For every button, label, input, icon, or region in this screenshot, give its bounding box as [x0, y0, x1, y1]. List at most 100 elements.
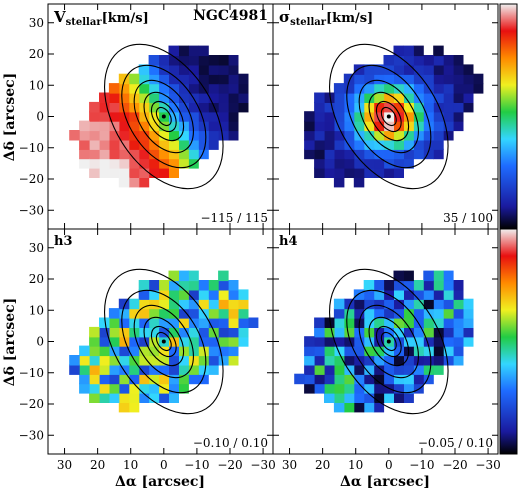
- map-bin: [433, 308, 444, 319]
- map-bin: [99, 326, 110, 338]
- map-bin: [208, 345, 219, 357]
- map-bin: [314, 158, 325, 169]
- map-bin: [138, 120, 150, 132]
- y-tick-label: 0: [36, 335, 44, 349]
- map-bin: [238, 289, 249, 300]
- map-bin: [403, 92, 414, 103]
- flux-contour: [328, 268, 449, 415]
- map-bin: [218, 92, 229, 103]
- map-bin: [383, 139, 394, 150]
- map-bin: [247, 317, 259, 328]
- map-bin: [353, 289, 365, 300]
- map-bin: [148, 55, 160, 66]
- map-bin: [463, 73, 474, 85]
- map-bin: [373, 73, 385, 85]
- map-bin: [393, 280, 404, 291]
- map-bin: [188, 270, 199, 282]
- map-bin: [128, 336, 140, 347]
- map-bin: [373, 120, 385, 132]
- map-bin: [324, 167, 335, 178]
- map-bin: [138, 392, 150, 403]
- map-bin: [363, 383, 375, 394]
- map-bin: [89, 120, 100, 132]
- map-bin: [353, 148, 365, 160]
- map-bin: [138, 280, 150, 291]
- map-bin: [208, 130, 219, 141]
- map-bin: [393, 326, 404, 338]
- map-bin: [238, 308, 249, 319]
- map-bin: [188, 364, 199, 375]
- map-bin: [198, 280, 209, 291]
- map-bin: [108, 130, 120, 141]
- flux-contour: [375, 100, 402, 133]
- map-bin: [208, 308, 219, 319]
- map-bin: [443, 289, 454, 300]
- map-bin: [99, 158, 110, 169]
- map-bin: [128, 167, 140, 178]
- map-bin: [89, 373, 100, 385]
- map-bin: [188, 139, 199, 150]
- map-bin: [403, 355, 414, 366]
- map-bin: [403, 326, 414, 338]
- map-bin: [393, 392, 404, 403]
- map-bin: [89, 355, 100, 366]
- map-bin: [118, 120, 130, 132]
- map-bin: [383, 73, 394, 85]
- map-bin: [373, 167, 385, 178]
- map-bin: [463, 92, 474, 103]
- map-bin: [208, 336, 219, 347]
- map-bin: [363, 317, 375, 328]
- map-bin: [443, 101, 454, 113]
- map-bin: [333, 298, 345, 310]
- map-bin: [178, 45, 189, 57]
- flux-contour: [368, 316, 410, 367]
- map-bin: [138, 158, 150, 169]
- map-bin: [463, 298, 474, 310]
- map-bin: [178, 83, 189, 94]
- map-bin: [138, 373, 150, 385]
- map-bin: [463, 64, 474, 75]
- galaxy-name: NGC4981: [193, 8, 268, 24]
- map-bin: [168, 364, 179, 375]
- flux-contour: [143, 91, 185, 142]
- map-bin: [423, 289, 434, 300]
- map-bin: [99, 120, 110, 132]
- map-bin: [168, 317, 179, 328]
- map-bin: [178, 111, 189, 122]
- map-bin: [314, 130, 325, 141]
- map-bin: [324, 92, 335, 103]
- map-bin: [148, 298, 160, 310]
- map-bin: [128, 345, 140, 357]
- map-bin: [218, 317, 229, 328]
- map-bin: [353, 298, 365, 310]
- map-bin: [89, 148, 100, 160]
- map-bin: [443, 73, 454, 85]
- map-bin: [333, 317, 345, 328]
- map-bin: [324, 130, 335, 141]
- map-bin: [423, 101, 434, 113]
- y-tick-label: −30: [19, 203, 44, 217]
- map-bin: [128, 298, 140, 310]
- map-bin: [128, 364, 140, 375]
- map-bin: [208, 55, 219, 66]
- y-tick-label: 20: [29, 47, 44, 61]
- map-bin: [99, 373, 110, 385]
- map-bin: [198, 373, 209, 385]
- map-bin: [463, 308, 474, 319]
- flux-contour: [358, 304, 419, 379]
- map-bin: [158, 73, 169, 85]
- map-bin: [443, 308, 454, 319]
- map-bin: [333, 308, 345, 319]
- map-bin: [89, 101, 100, 113]
- map-bin: [393, 101, 404, 113]
- map-bin: [383, 167, 394, 178]
- map-bin: [353, 120, 365, 132]
- y-tick-label: −20: [19, 397, 44, 411]
- map-bin: [373, 101, 385, 113]
- map-bin: [118, 92, 130, 103]
- map-bin: [373, 139, 385, 150]
- map-bin: [453, 83, 464, 94]
- axis-ticks: [273, 4, 498, 229]
- map-bin: [118, 148, 130, 160]
- map-bin: [343, 317, 355, 328]
